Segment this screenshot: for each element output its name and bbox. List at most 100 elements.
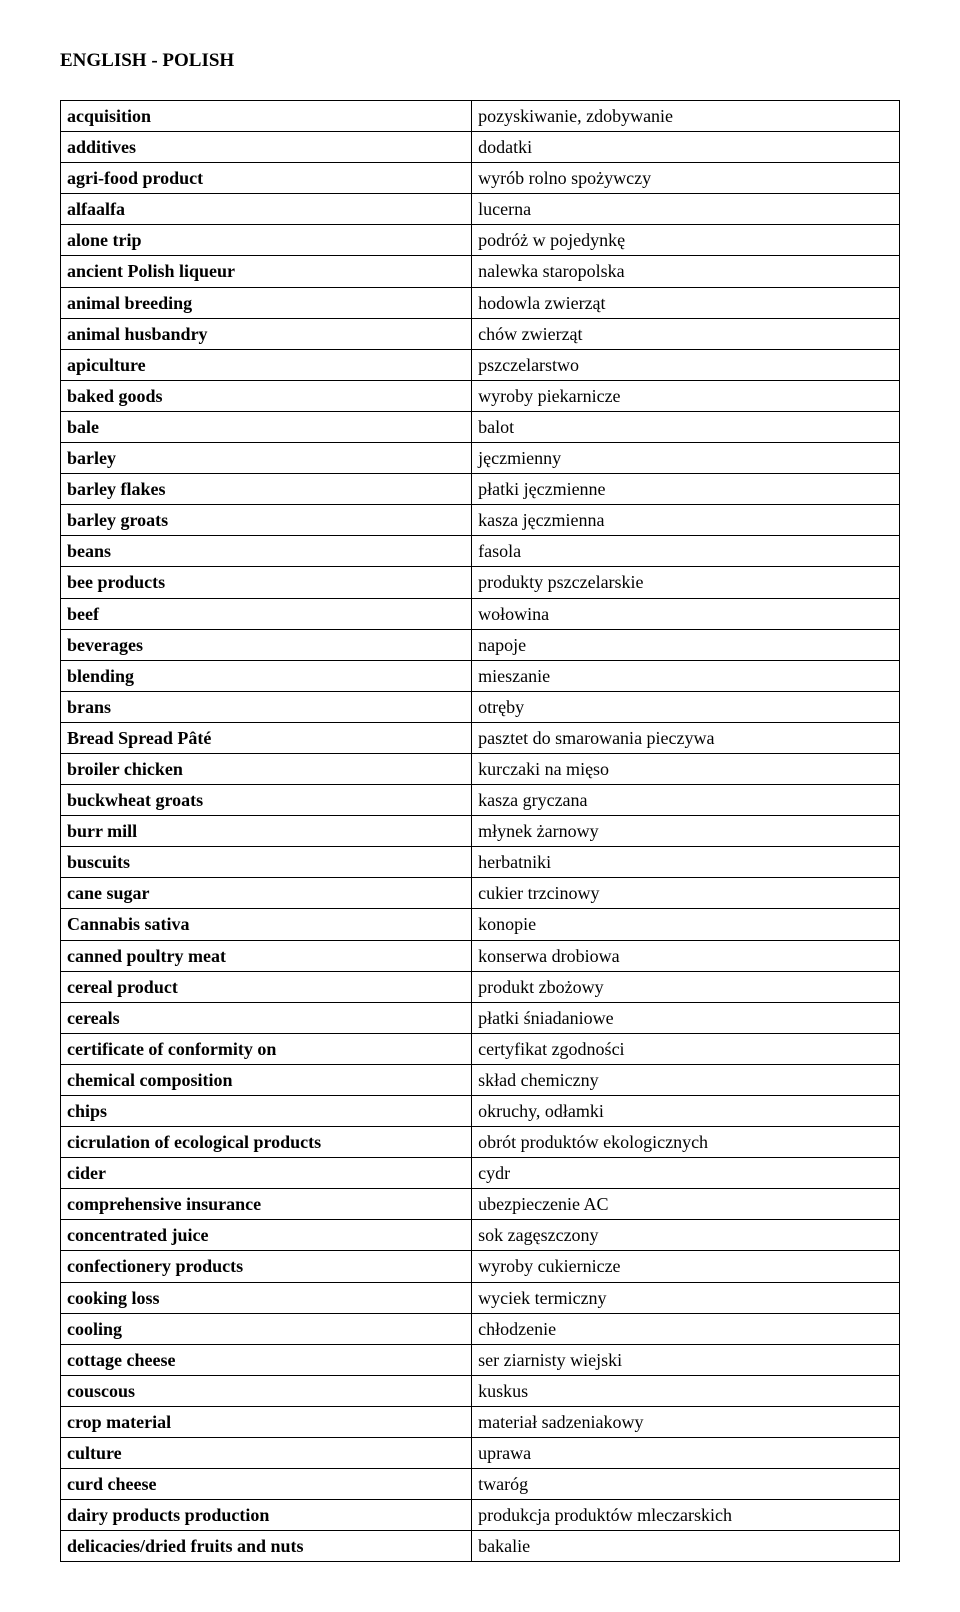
polish-term: wołowina <box>472 598 900 629</box>
polish-term: okruchy, odłamki <box>472 1096 900 1127</box>
table-row: barleyjęczmienny <box>61 443 900 474</box>
polish-term: płatki jęczmienne <box>472 474 900 505</box>
table-row: concentrated juicesok zagęszczony <box>61 1220 900 1251</box>
polish-term: nalewka staropolska <box>472 256 900 287</box>
table-row: apiculturepszczelarstwo <box>61 349 900 380</box>
polish-term: cydr <box>472 1158 900 1189</box>
english-term: cooking loss <box>61 1282 472 1313</box>
polish-term: chów zwierząt <box>472 318 900 349</box>
table-row: bee productsprodukty pszczelarskie <box>61 567 900 598</box>
table-row: alone trippodróż w pojedynkę <box>61 225 900 256</box>
polish-term: wyroby cukiernicze <box>472 1251 900 1282</box>
polish-term: cukier trzcinowy <box>472 878 900 909</box>
polish-term: produkcja produktów mleczarskich <box>472 1500 900 1531</box>
polish-term: konserwa drobiowa <box>472 940 900 971</box>
english-term: chips <box>61 1096 472 1127</box>
english-term: burr mill <box>61 816 472 847</box>
english-term: Bread Spread Pâté <box>61 722 472 753</box>
table-row: cerealspłatki śniadaniowe <box>61 1002 900 1033</box>
table-row: cultureuprawa <box>61 1438 900 1469</box>
english-term: alone trip <box>61 225 472 256</box>
polish-term: materiał sadzeniakowy <box>472 1406 900 1437</box>
english-term: animal breeding <box>61 287 472 318</box>
table-row: dairy products productionprodukcja produ… <box>61 1500 900 1531</box>
table-row: barley groatskasza jęczmienna <box>61 505 900 536</box>
table-row: couscouskuskus <box>61 1375 900 1406</box>
table-row: baked goodswyroby piekarnicze <box>61 380 900 411</box>
polish-term: kasza gryczana <box>472 785 900 816</box>
polish-term: hodowla zwierząt <box>472 287 900 318</box>
english-term: culture <box>61 1438 472 1469</box>
english-term: acquisition <box>61 101 472 132</box>
polish-term: kasza jęczmienna <box>472 505 900 536</box>
table-row: additivesdodatki <box>61 132 900 163</box>
polish-term: kurczaki na mięso <box>472 753 900 784</box>
table-row: burr millmłynek żarnowy <box>61 816 900 847</box>
polish-term: ubezpieczenie AC <box>472 1189 900 1220</box>
polish-term: uprawa <box>472 1438 900 1469</box>
table-row: crop materialmateriał sadzeniakowy <box>61 1406 900 1437</box>
english-term: alfaalfa <box>61 194 472 225</box>
english-term: bee products <box>61 567 472 598</box>
english-term: crop material <box>61 1406 472 1437</box>
polish-term: sok zagęszczony <box>472 1220 900 1251</box>
table-row: alfaalfalucerna <box>61 194 900 225</box>
table-row: curd cheesetwaróg <box>61 1469 900 1500</box>
table-row: comprehensive insuranceubezpieczenie AC <box>61 1189 900 1220</box>
page-title: ENGLISH - POLISH <box>60 50 900 72</box>
table-row: beveragesnapoje <box>61 629 900 660</box>
polish-term: wyrób rolno spożywczy <box>472 163 900 194</box>
table-row: acquisitionpozyskiwanie, zdobywanie <box>61 101 900 132</box>
english-term: barley groats <box>61 505 472 536</box>
polish-term: kuskus <box>472 1375 900 1406</box>
english-term: chemical composition <box>61 1064 472 1095</box>
table-row: confectionery productswyroby cukiernicze <box>61 1251 900 1282</box>
table-row: coolingchłodzenie <box>61 1313 900 1344</box>
polish-term: balot <box>472 411 900 442</box>
english-term: cicrulation of ecological products <box>61 1127 472 1158</box>
english-term: confectionery products <box>61 1251 472 1282</box>
polish-term: fasola <box>472 536 900 567</box>
table-row: cereal productprodukt zbożowy <box>61 971 900 1002</box>
english-term: barley flakes <box>61 474 472 505</box>
english-term: baked goods <box>61 380 472 411</box>
table-row: blendingmieszanie <box>61 660 900 691</box>
english-term: certificate of conformity on <box>61 1033 472 1064</box>
polish-term: pszczelarstwo <box>472 349 900 380</box>
table-row: beansfasola <box>61 536 900 567</box>
polish-term: produkt zbożowy <box>472 971 900 1002</box>
polish-term: ser ziarnisty wiejski <box>472 1344 900 1375</box>
table-row: certificate of conformity oncertyfikat z… <box>61 1033 900 1064</box>
english-term: ancient Polish liqueur <box>61 256 472 287</box>
polish-term: twaróg <box>472 1469 900 1500</box>
english-term: beef <box>61 598 472 629</box>
english-term: dairy products production <box>61 1500 472 1531</box>
polish-term: pasztet do smarowania pieczywa <box>472 722 900 753</box>
english-term: buscuits <box>61 847 472 878</box>
english-term: cane sugar <box>61 878 472 909</box>
polish-term: napoje <box>472 629 900 660</box>
polish-term: lucerna <box>472 194 900 225</box>
english-term: additives <box>61 132 472 163</box>
english-term: couscous <box>61 1375 472 1406</box>
polish-term: młynek żarnowy <box>472 816 900 847</box>
polish-term: mieszanie <box>472 660 900 691</box>
table-row: Bread Spread Pâtépasztet do smarowania p… <box>61 722 900 753</box>
polish-term: wyroby piekarnicze <box>472 380 900 411</box>
table-row: delicacies/dried fruits and nutsbakalie <box>61 1531 900 1562</box>
table-row: cicrulation of ecological productsobrót … <box>61 1127 900 1158</box>
polish-term: herbatniki <box>472 847 900 878</box>
table-row: cidercydr <box>61 1158 900 1189</box>
table-row: broiler chickenkurczaki na mięso <box>61 753 900 784</box>
polish-term: obrót produktów ekologicznych <box>472 1127 900 1158</box>
table-row: animal husbandrychów zwierząt <box>61 318 900 349</box>
english-term: comprehensive insurance <box>61 1189 472 1220</box>
polish-term: płatki śniadaniowe <box>472 1002 900 1033</box>
english-term: agri-food product <box>61 163 472 194</box>
polish-term: podróż w pojedynkę <box>472 225 900 256</box>
english-term: concentrated juice <box>61 1220 472 1251</box>
polish-term: chłodzenie <box>472 1313 900 1344</box>
polish-term: otręby <box>472 691 900 722</box>
english-term: beverages <box>61 629 472 660</box>
english-term: barley <box>61 443 472 474</box>
